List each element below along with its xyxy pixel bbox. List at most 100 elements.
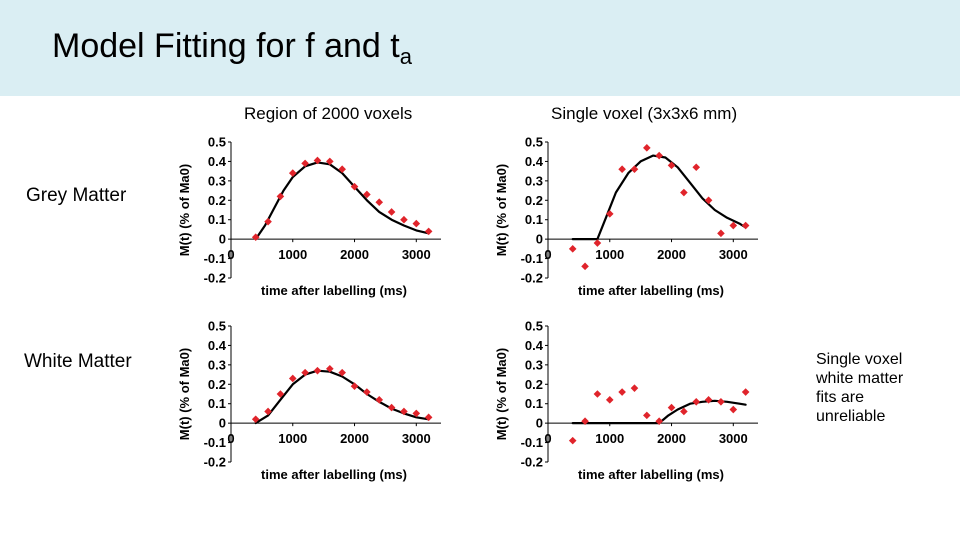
y-tick-label: -0.1	[204, 251, 226, 266]
column-heading-region: Region of 2000 voxels	[244, 104, 413, 123]
x-tick-label: 2000	[657, 431, 686, 446]
fit-line	[254, 369, 430, 425]
data-point	[338, 368, 346, 377]
data-point	[643, 144, 651, 152]
data-point	[692, 397, 701, 406]
fit-line	[254, 161, 430, 241]
data-point	[301, 159, 309, 168]
y-tick-label: 0.5	[208, 135, 226, 150]
data-point	[618, 388, 626, 396]
row-label-white-matter: White Matter	[24, 351, 132, 372]
x-tick-label: 1000	[278, 431, 307, 446]
page-title-subscript: a	[399, 44, 412, 69]
x-tick-label: 1000	[278, 247, 307, 262]
data-point	[655, 417, 663, 425]
x-tick-label: 3000	[402, 431, 431, 446]
y-tick-label: 0.1	[525, 396, 543, 411]
data-point	[424, 227, 433, 236]
y-tick-label: 0.3	[208, 173, 226, 188]
data-point	[729, 221, 738, 230]
data-point	[313, 366, 322, 375]
data-point	[400, 407, 408, 416]
page-title: Model Fitting for f and ta	[52, 27, 412, 70]
chart-white-matter-single-voxel: 0.50.40.30.20.10-0.1-0.20 1000 2000 3000tim…	[494, 319, 758, 482]
data-point	[741, 221, 750, 230]
y-tick-label: -0.1	[521, 435, 543, 450]
data-point	[264, 407, 272, 416]
data-point	[692, 163, 701, 172]
y-tick-label: 0.4	[208, 154, 227, 169]
x-tick-label: 2000	[657, 247, 686, 262]
y-tick-label: -0.2	[204, 271, 226, 286]
title-banner: Model Fitting for f and ta	[0, 0, 960, 96]
y-tick-label: 0.2	[525, 193, 543, 208]
y-tick-label: 0.2	[208, 377, 226, 392]
data-point	[350, 382, 359, 391]
x-tick-label: 0	[227, 431, 234, 446]
x-axis-title: time after labelling (ms)	[578, 283, 724, 298]
note-line-4: unreliable	[816, 408, 886, 425]
data-point	[667, 161, 676, 170]
y-tick-label: -0.2	[521, 455, 543, 470]
y-tick-label: 0.2	[208, 193, 226, 208]
data-point	[618, 165, 626, 173]
y-tick-label: 0.4	[208, 338, 227, 353]
x-tick-label: 2000	[340, 431, 369, 446]
y-tick-label: -0.2	[204, 455, 226, 470]
y-axis-title: M(t) (% of Ma0)	[494, 348, 509, 440]
data-point	[338, 165, 346, 173]
x-tick-label: 0	[544, 431, 551, 446]
data-point	[412, 409, 421, 418]
x-tick-label: 2000	[340, 247, 369, 262]
x-tick-label: 0	[227, 247, 234, 262]
y-tick-label: 0	[536, 232, 543, 247]
y-tick-label: 0	[219, 232, 226, 247]
data-point	[568, 436, 577, 445]
page-title-main: Model Fitting for f and t	[52, 27, 400, 65]
x-tick-label: 1000	[595, 431, 624, 446]
x-axis-title: time after labelling (ms)	[261, 283, 407, 298]
x-tick-label: 1000	[595, 247, 624, 262]
y-tick-label: 0	[219, 416, 226, 431]
chart-grey-matter-region: 0.50.40.30.20.10-0.1-0.20 1000 2000 3000tim…	[177, 135, 441, 298]
data-point	[717, 229, 725, 238]
fit-line	[571, 154, 747, 241]
data-point	[655, 151, 663, 160]
y-tick-label: 0.3	[525, 173, 543, 188]
data-point	[400, 215, 408, 224]
data-point	[568, 245, 577, 253]
y-tick-label: 0.1	[208, 396, 226, 411]
data-point	[630, 165, 639, 173]
data-point	[412, 219, 421, 228]
y-tick-label: 0.2	[525, 377, 543, 392]
data-point	[704, 196, 713, 205]
row-label-grey-matter: Grey Matter	[26, 185, 127, 206]
x-tick-label: 3000	[402, 247, 431, 262]
data-point	[301, 368, 309, 377]
data-point	[680, 407, 688, 416]
data-point	[630, 384, 639, 392]
y-axis-title: M(t) (% of Ma0)	[177, 164, 192, 256]
y-tick-label: 0.5	[525, 319, 543, 334]
y-axis-title: M(t) (% of Ma0)	[177, 348, 192, 440]
y-tick-label: 0.1	[208, 212, 226, 227]
y-tick-label: 0.1	[525, 212, 543, 227]
data-point	[593, 239, 602, 247]
x-axis-title: time after labelling (ms)	[578, 467, 724, 482]
data-point	[605, 210, 614, 218]
column-heading-single-voxel: Single voxel (3x3x6 mm)	[551, 104, 738, 123]
x-tick-label: 3000	[719, 431, 748, 446]
data-point	[326, 157, 334, 166]
x-tick-label: 3000	[719, 247, 748, 262]
data-point	[593, 390, 602, 398]
reliability-note: Single voxel white matter fits are unrel…	[816, 350, 956, 426]
y-tick-label: 0.3	[208, 357, 226, 372]
y-tick-label: 0.4	[525, 338, 544, 353]
x-axis-title: time after labelling (ms)	[261, 467, 407, 482]
data-point	[363, 388, 371, 396]
data-point	[387, 208, 396, 216]
y-tick-label: 0.4	[525, 154, 544, 169]
data-point	[741, 388, 750, 396]
note-line-1: Single voxel	[816, 351, 903, 368]
data-point	[680, 188, 688, 197]
